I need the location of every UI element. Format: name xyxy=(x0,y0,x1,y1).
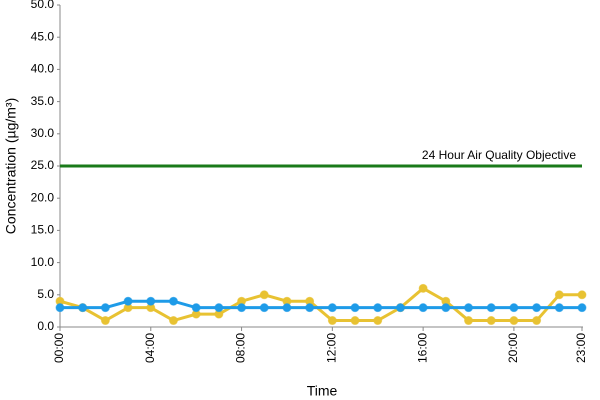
y-tick-label: 5.0 xyxy=(37,287,54,301)
point xyxy=(373,316,383,326)
point xyxy=(168,296,178,306)
y-tick-label: 30.0 xyxy=(31,126,55,140)
y-tick-label: 40.0 xyxy=(31,62,55,76)
point xyxy=(532,316,542,326)
reference-label: 24 Hour Air Quality Objective xyxy=(422,148,576,162)
point xyxy=(237,303,247,313)
point xyxy=(350,316,360,326)
x-axis-title: Time xyxy=(307,383,338,399)
series-line xyxy=(59,286,582,323)
point xyxy=(191,303,201,313)
point xyxy=(486,303,496,313)
point xyxy=(554,290,564,300)
point xyxy=(123,296,133,306)
point xyxy=(373,303,383,313)
point xyxy=(509,316,519,326)
point xyxy=(282,303,292,313)
point xyxy=(441,303,451,313)
y-tick-label: 35.0 xyxy=(31,94,55,108)
point xyxy=(532,303,542,313)
x-tick-label: 20:00 xyxy=(506,333,520,363)
x-tick-label: 16:00 xyxy=(415,333,429,363)
point xyxy=(486,316,496,326)
x-tick-label: 08:00 xyxy=(234,333,248,363)
y-tick-label: 45.0 xyxy=(31,29,55,43)
point xyxy=(464,316,474,326)
point xyxy=(395,303,405,313)
x-tick-label: 23:00 xyxy=(574,333,588,363)
point xyxy=(55,303,65,313)
x-tick-label: 04:00 xyxy=(143,333,157,363)
point xyxy=(259,290,269,300)
point xyxy=(327,303,337,313)
x-tick-label: 12:00 xyxy=(325,333,339,363)
point xyxy=(214,303,224,313)
point xyxy=(418,283,428,293)
point xyxy=(418,303,428,313)
point xyxy=(577,290,587,300)
point xyxy=(100,316,110,326)
point xyxy=(305,303,315,313)
point xyxy=(554,303,564,313)
point xyxy=(464,303,474,313)
point xyxy=(350,303,360,313)
point xyxy=(259,303,269,313)
y-tick-label: 15.0 xyxy=(31,223,55,237)
point xyxy=(577,303,587,313)
y-tick-label: 25.0 xyxy=(31,158,55,172)
y-tick-label: 20.0 xyxy=(31,190,55,204)
y-tick-label: 50.0 xyxy=(31,0,55,11)
y-tick-label: 0.0 xyxy=(37,319,54,333)
point xyxy=(168,316,178,326)
y-axis-title: Concentration (µg/m³) xyxy=(3,98,19,234)
point xyxy=(509,303,519,313)
point xyxy=(78,303,88,313)
point xyxy=(100,303,110,313)
point xyxy=(146,296,156,306)
y-tick-label: 10.0 xyxy=(31,255,55,269)
point xyxy=(327,316,337,326)
x-tick-label: 00:00 xyxy=(52,333,66,363)
